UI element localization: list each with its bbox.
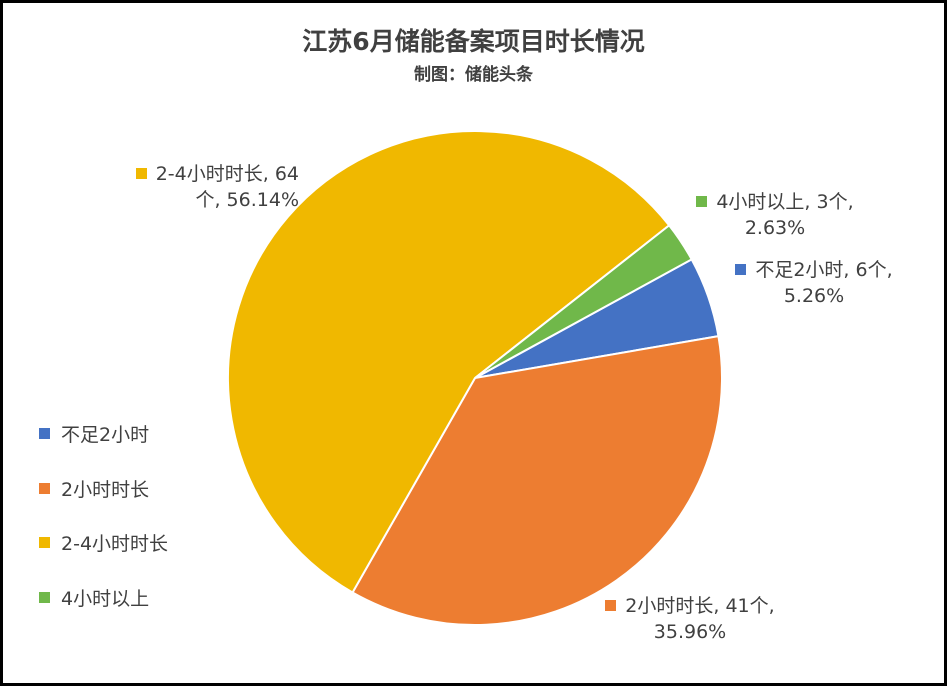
chart-title: 江苏6月储能备案项目时长情况 [302,27,645,56]
legend-swatch-over-4h [39,591,50,603]
pie-slice-over-4h [474,223,694,379]
data-label-2h-line1: 2小时时长, 41个, [625,595,775,617]
legend-item-under-2h: 不足2小时 [39,421,150,446]
data-label-over-4h-line1: 4小时以上, 3个, [716,191,854,213]
legend-item-2-4h: 2-4小时时长 [39,530,169,555]
legend-swatch-2h [39,482,50,494]
legend-label-2h: 2小时时长 [61,478,150,501]
pie-slice-2-4h [227,130,671,594]
data-label-swatch-2h [605,600,617,611]
data-label-2h-line2: 35.96% [653,621,727,643]
legend-label-under-2h: 不足2小时 [61,423,150,446]
data-label-over-4h-line2: 2.63% [744,217,806,239]
data-label-over-4h: 4小时以上, 3个, 2.63% [683,189,867,241]
legend-swatch-under-2h [39,427,50,439]
data-label-2-4h-line2: 个, 56.14% [195,189,299,211]
legend-item-over-4h: 4小时以上 [39,585,150,610]
legend-swatch-2-4h [39,536,50,548]
data-label-under-2h-line2: 5.26% [783,285,845,307]
data-label-swatch-under-2h [735,264,747,275]
data-label-2-4h: 2-4小时时长, 64 个, 56.14% [103,161,299,213]
data-label-under-2h-line1: 不足2小时, 6个, [755,259,893,281]
data-label-2h: 2小时时长, 41个, 35.96% [585,593,795,645]
data-label-2-4h-line1: 2-4小时时长, 64 [155,163,299,185]
data-label-under-2h: 不足2小时, 6个, 5.26% [719,257,909,309]
chart-subtitle: 制图：储能头条 [414,65,533,85]
data-label-swatch-2-4h [135,168,147,179]
legend-label-over-4h: 4小时以上 [61,587,150,610]
pie-slice-2h [351,335,723,626]
data-label-swatch-over-4h [696,196,708,207]
legend-item-2h: 2小时时长 [39,476,150,501]
pie-chart [227,130,723,626]
legend-label-2-4h: 2-4小时时长 [61,532,169,555]
